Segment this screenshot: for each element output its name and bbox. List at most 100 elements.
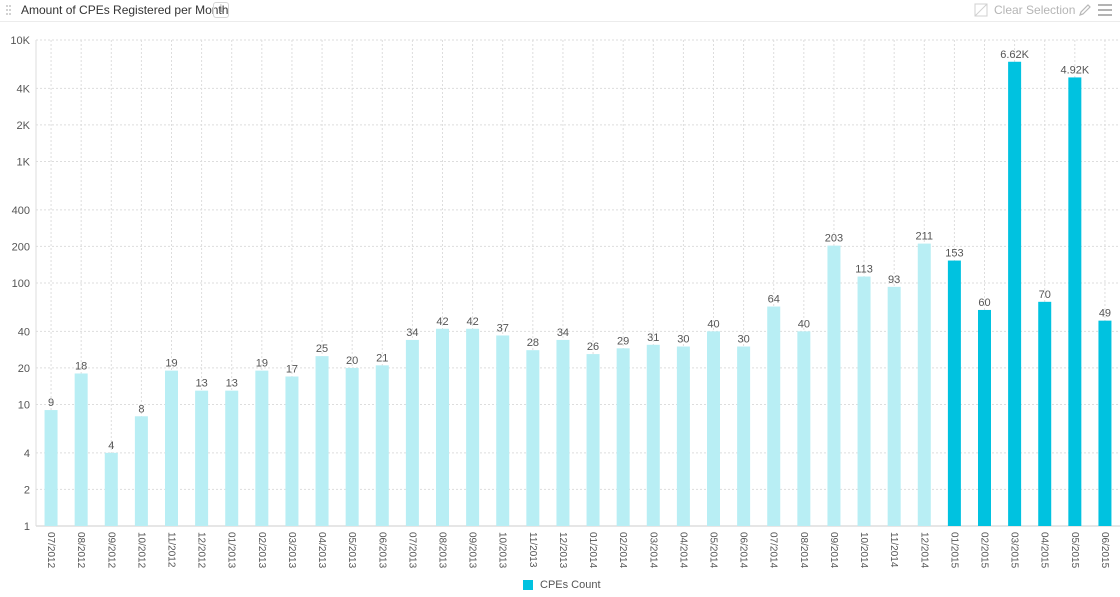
clear-selection-button[interactable]: Clear Selection [994, 3, 1076, 17]
x-tick-label: 04/2014 [677, 532, 688, 569]
y-tick-label: 10 [18, 400, 30, 412]
x-tick-label: 06/2014 [738, 532, 749, 569]
data-label: 40 [707, 318, 719, 330]
y-tick-label: 2 [24, 484, 30, 496]
bar-chart: 1 2 4 10 20 40 100 200 400 1K 2K 4K 10K 9 18 4 8 19 13 13 1… [10, 35, 1120, 569]
y-axis-ticks: 1 2 4 10 20 40 100 200 400 1K 2K 4K 10K [10, 35, 30, 533]
y-tick-label: 100 [12, 278, 30, 290]
hamburger-menu-icon[interactable] [1098, 4, 1112, 16]
data-label: 8 [138, 403, 144, 415]
x-tick-label: 05/2013 [346, 532, 357, 569]
data-label: 21 [376, 352, 388, 364]
bar[interactable] [827, 245, 841, 527]
data-label: 34 [557, 327, 569, 339]
bar[interactable] [646, 344, 660, 526]
data-label: 93 [888, 274, 900, 286]
bar[interactable] [1068, 77, 1082, 526]
data-label: 211 [916, 231, 934, 243]
bar[interactable] [556, 339, 570, 526]
y-tick-label: 10K [10, 35, 30, 47]
bar[interactable] [134, 416, 148, 526]
bar[interactable] [74, 373, 88, 526]
data-label: 6.62K [1000, 49, 1029, 61]
data-label: 31 [647, 332, 659, 344]
x-tick-label: 01/2014 [587, 532, 598, 569]
bars[interactable] [44, 61, 1112, 527]
bar[interactable] [345, 367, 359, 526]
x-tick-label: 08/2013 [437, 532, 448, 569]
bar[interactable] [225, 390, 239, 526]
bar[interactable] [978, 309, 991, 526]
bar[interactable] [44, 410, 58, 526]
bar[interactable] [315, 356, 329, 526]
data-label: 70 [1039, 289, 1051, 301]
x-tick-label: 10/2014 [858, 532, 869, 569]
y-tick-label: 20 [18, 363, 30, 375]
bar[interactable] [857, 276, 871, 526]
x-tick-label: 04/2015 [1039, 532, 1050, 569]
visual-header: Amount of CPEs Registered per Month i Cl… [0, 0, 1120, 22]
x-tick-label: 03/2014 [647, 532, 658, 569]
data-label: 37 [497, 322, 509, 334]
bar[interactable] [195, 390, 209, 526]
x-tick-label: 05/2014 [708, 532, 719, 569]
bar[interactable] [165, 370, 178, 526]
bar[interactable] [405, 339, 419, 526]
y-tick-label: 2K [17, 120, 31, 132]
x-tick-label: 03/2013 [286, 532, 297, 569]
bar[interactable] [676, 346, 690, 526]
bar[interactable] [496, 335, 510, 526]
clear-selection-icon[interactable] [974, 3, 988, 17]
x-tick-label: 09/2014 [828, 532, 839, 569]
x-tick-label: 12/2013 [557, 532, 568, 569]
bar[interactable] [586, 354, 600, 526]
x-tick-label: 08/2012 [75, 532, 86, 569]
bar[interactable] [436, 328, 449, 526]
y-tick-label: 200 [12, 241, 30, 253]
bar[interactable] [887, 286, 901, 526]
x-tick-label: 11/2014 [888, 532, 899, 568]
data-label: 26 [587, 341, 599, 353]
data-label: 4 [108, 440, 114, 452]
y-tick-label: 4 [24, 448, 30, 460]
x-tick-label: 09/2012 [105, 532, 116, 569]
bar[interactable] [255, 370, 269, 526]
bar[interactable] [285, 376, 299, 526]
bar[interactable] [767, 306, 781, 526]
bar[interactable] [375, 365, 389, 526]
data-label: 13 [195, 378, 207, 390]
bar[interactable] [737, 346, 751, 526]
bar[interactable] [1008, 61, 1022, 527]
bar[interactable] [104, 452, 118, 526]
bar[interactable] [526, 350, 540, 526]
bar[interactable] [917, 243, 931, 527]
bar[interactable] [947, 260, 961, 526]
x-tick-label: 05/2015 [1069, 532, 1080, 569]
bar[interactable] [797, 331, 811, 526]
bar[interactable] [466, 328, 480, 526]
pencil-icon[interactable] [1078, 3, 1092, 17]
x-tick-label: 12/2014 [918, 532, 929, 569]
drag-handle-icon[interactable] [6, 5, 12, 17]
x-tick-label: 02/2015 [979, 532, 990, 569]
x-tick-label: 01/2015 [948, 532, 959, 569]
data-label: 29 [617, 335, 629, 347]
bar[interactable] [1038, 301, 1052, 526]
x-axis-ticks: 07/2012 08/2012 09/2012 10/2012 11/2012 12/20… [45, 532, 1110, 569]
data-label: 19 [165, 358, 177, 370]
x-tick-label: 07/2012 [45, 532, 56, 569]
x-tick-label: 02/2013 [256, 532, 267, 569]
bar[interactable] [616, 348, 630, 526]
data-label: 113 [855, 264, 873, 276]
y-tick-label: 1 [24, 521, 30, 533]
bar[interactable] [1098, 320, 1112, 526]
info-icon[interactable]: i [213, 2, 229, 18]
legend[interactable]: CPEs Count [523, 578, 601, 592]
bar[interactable] [707, 331, 720, 526]
data-label: 203 [825, 233, 843, 245]
chart-title: Amount of CPEs Registered per Month [21, 3, 229, 17]
y-tick-label: 400 [12, 205, 30, 217]
x-tick-label: 03/2015 [1009, 532, 1020, 569]
x-tick-label: 11/2013 [527, 532, 538, 568]
x-tick-label: 07/2013 [406, 532, 417, 569]
